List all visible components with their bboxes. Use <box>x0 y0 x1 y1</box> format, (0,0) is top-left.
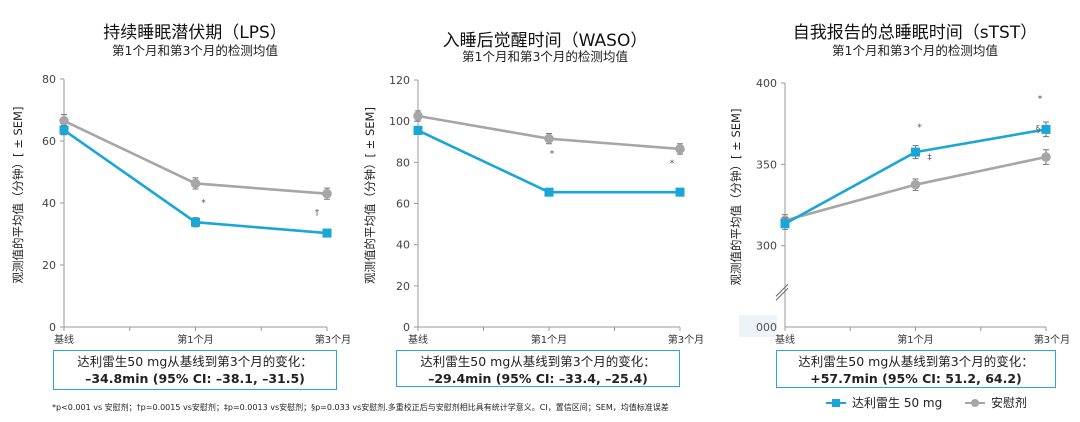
change-box-stst: 达利雷生50 mg从基线到第3个月的变化： +57.7min (95% CI: … <box>776 350 1056 388</box>
y-tick-label: 20 <box>42 259 56 272</box>
chart-title-stst: 自我报告的总睡眠时间（sTST） <box>792 23 1038 43</box>
y-tick-label: 60 <box>42 135 56 148</box>
legend-item-drug: 达利雷生 50 mg <box>826 394 942 411</box>
y-axis-label: 观测值的平均值（分钟）[ ± SEM] <box>11 107 25 284</box>
chart-subtitle-stst: 第1个月和第3个月的检测均值 <box>832 43 998 58</box>
y-tick-label: 120 <box>389 74 410 87</box>
drug-data-point <box>1041 124 1051 134</box>
chart-subtitle-lps: 第1个月和第3个月的检测均值 <box>112 43 278 58</box>
significance-marker: * <box>670 159 675 169</box>
placebo-data-point <box>544 133 554 144</box>
y-axis-label: 观测值的平均值（分钟）[ ± SEM] <box>363 107 377 284</box>
change-box-line1: 达利雷生50 mg从基线到第3个月的变化： <box>77 354 313 369</box>
legend-circle-marker-icon <box>965 398 985 407</box>
axis-origin-label: 000 <box>756 321 777 334</box>
y-tick-label: 40 <box>396 239 410 252</box>
x-tick-label: 第1个月 <box>531 333 567 346</box>
legend-item-placebo: 安慰剂 <box>965 394 1027 411</box>
y-tick-label: 80 <box>396 156 410 169</box>
legend-label: 达利雷生 50 mg <box>852 396 943 410</box>
y-tick-label: 80 <box>42 73 56 86</box>
significance-marker: * <box>201 198 206 208</box>
footnote: *p<0.001 vs 安慰剂；†p=0.0015 vs安慰剂；‡p=0.001… <box>52 403 669 412</box>
y-tick-label: 400 <box>756 77 777 90</box>
drug-data-point <box>322 228 332 238</box>
significance-marker: § <box>1036 124 1041 134</box>
y-tick-label: 300 <box>756 240 777 253</box>
drug-data-point <box>191 217 200 227</box>
y-tick-label: 350 <box>756 158 777 171</box>
axis-break-mark <box>775 287 789 301</box>
drug-data-point <box>59 125 69 135</box>
x-tick-label: 第3个月 <box>668 333 704 346</box>
y-tick-label: 20 <box>396 280 410 293</box>
significance-marker: * <box>917 123 922 133</box>
significance-marker: * <box>1038 94 1043 104</box>
change-box-waso: 达利雷生50 mg从基线到第3个月的变化： –29.4min (95% CI: … <box>396 350 680 387</box>
y-tick-label: 100 <box>389 115 410 128</box>
placebo-data-point <box>190 178 201 189</box>
significance-marker: † <box>315 209 320 219</box>
drug-data-point <box>413 125 423 135</box>
change-box-line2: –29.4min (95% CI: –33.4, –25.4) <box>428 371 648 386</box>
axis-origin-label-bg <box>739 315 777 337</box>
change-box-line1: 达利雷生50 mg从基线到第3个月的变化： <box>420 354 656 369</box>
y-tick-label: 0 <box>49 321 56 334</box>
change-box-line1: 达利雷生50 mg从基线到第3个月的变化： <box>798 354 1034 369</box>
chart-title-lps: 持续睡眠潜伏期（LPS） <box>103 23 287 43</box>
placebo-data-point <box>1041 152 1051 162</box>
chart-title-waso: 入睡后觉醒时间（WASO） <box>442 31 648 51</box>
significance-marker: * <box>550 150 555 160</box>
x-tick-label: 基线 <box>775 333 795 346</box>
drug-data-point <box>675 187 685 197</box>
change-box-line2: +57.7min (95% CI: 51.2, 64.2) <box>810 371 1022 386</box>
y-tick-label: 60 <box>396 198 410 211</box>
y-tick-label: 40 <box>42 197 56 210</box>
y-tick-label: 0 <box>403 321 410 334</box>
x-tick-label: 第1个月 <box>897 333 933 346</box>
placebo-data-point <box>322 188 332 199</box>
significance-marker: ‡ <box>927 153 932 163</box>
x-tick-label: 基线 <box>54 333 74 346</box>
legend-label: 安慰剂 <box>991 396 1028 410</box>
placebo-data-point <box>59 116 69 126</box>
axis-break-mark <box>775 283 789 297</box>
placebo-data-point <box>675 144 685 154</box>
change-box-lps: 达利雷生50 mg从基线到第3个月的变化： –34.8min (95% CI: … <box>53 350 337 390</box>
change-box-line2: –34.8min (95% CI: –38.1, –31.5) <box>85 371 305 386</box>
y-axis-label: 观测值的平均值（分钟）[ ± SEM] <box>729 109 743 286</box>
x-tick-label: 第3个月 <box>315 333 351 346</box>
drug-data-point <box>780 219 790 229</box>
x-tick-label: 基线 <box>408 333 428 346</box>
placebo-data-point <box>413 111 423 121</box>
x-tick-label: 第3个月 <box>1034 333 1070 346</box>
placebo-data-point <box>910 179 921 190</box>
legend-square-marker-icon <box>826 398 846 407</box>
x-tick-label: 第1个月 <box>177 333 213 346</box>
drug-data-point <box>911 147 920 157</box>
chart-subtitle-waso: 第1个月和第3个月的检测均值 <box>462 49 628 64</box>
drug-data-point <box>544 187 554 197</box>
